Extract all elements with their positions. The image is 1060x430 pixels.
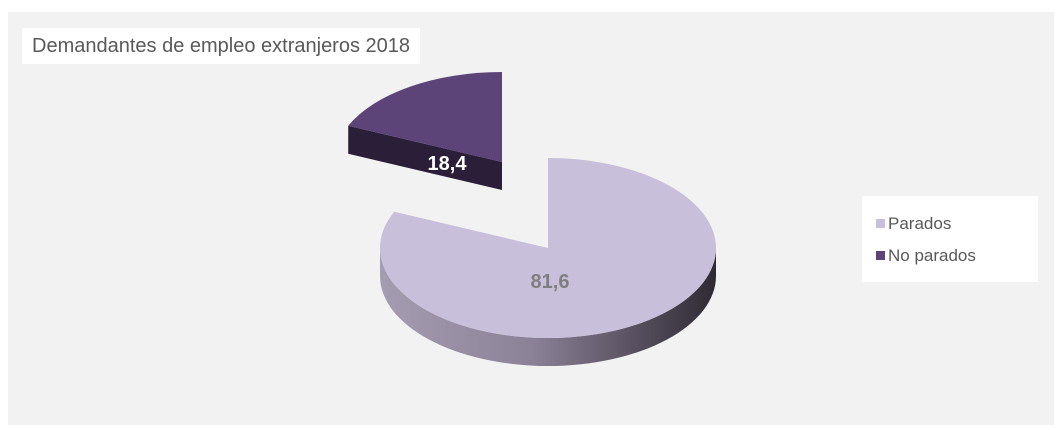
pie-slice-no-parados xyxy=(348,72,502,162)
data-label-no-parados: 18,4 xyxy=(428,153,468,175)
pie-slice-parados xyxy=(380,158,717,339)
pie-cut-no-parados xyxy=(348,125,502,190)
legend-item-no-parados: No parados xyxy=(876,242,976,270)
legend-label-parados: Parados xyxy=(888,214,952,233)
legend: Parados No parados xyxy=(862,196,1038,282)
pie-side-parados xyxy=(380,248,716,366)
chart-title: Demandantes de empleo extranjeros 2018 xyxy=(22,28,421,64)
legend-swatch-parados xyxy=(876,219,885,228)
legend-label-no-parados: No parados xyxy=(888,246,976,265)
data-label-parados: 81,6 xyxy=(531,271,570,293)
legend-item-parados: Parados xyxy=(876,210,951,238)
legend-swatch-no-parados xyxy=(876,251,885,260)
